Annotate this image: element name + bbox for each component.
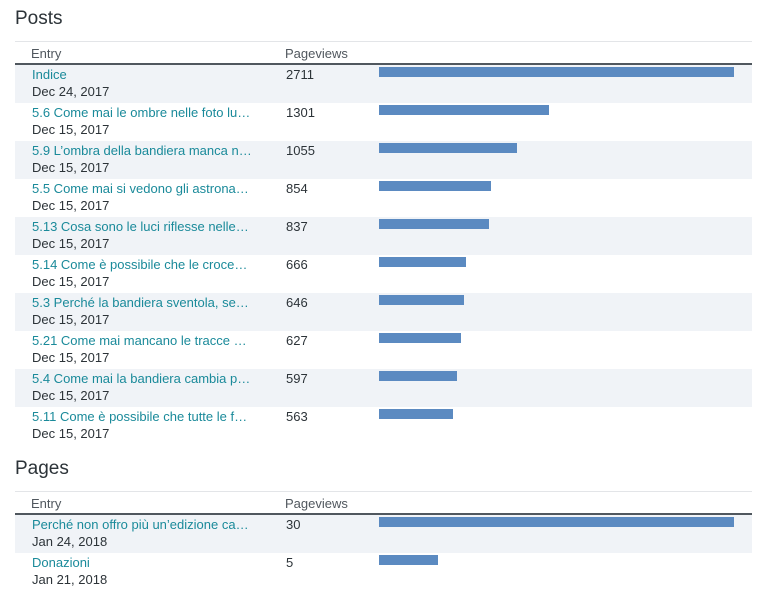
pageview-count: 837: [286, 219, 308, 234]
column-header-pageviews: Pageviews: [285, 46, 348, 61]
pageview-count: 854: [286, 181, 308, 196]
entry-link[interactable]: 5.13 Cosa sono le luci riflesse nelle…: [32, 219, 249, 234]
pageview-count: 5: [286, 555, 294, 570]
table-row: 5.14 Come è possibile che le croce… Dec 1…: [15, 255, 752, 293]
entry-date: Jan 24, 2018: [32, 534, 108, 549]
entry-date: Dec 15, 2017: [32, 122, 110, 137]
table-row: 5.11 Come è possibile che tutte le f… Dec…: [15, 407, 752, 445]
entry-link[interactable]: 5.11 Come è possibile che tutte le f…: [32, 409, 248, 424]
pageview-count: 646: [286, 295, 308, 310]
pageview-bar: [379, 555, 438, 565]
posts-table-header: Entry Pageviews: [15, 41, 752, 65]
pageview-count: 1055: [286, 143, 315, 158]
pageview-bar: [379, 333, 461, 343]
pages-table-body: Perché non offro più un’edizione ca… Jan …: [15, 515, 752, 591]
table-row: 5.9 L’ombra della bandiera manca n… Dec 1…: [15, 141, 752, 179]
table-row: 5.5 Come mai si vedono gli astrona… Dec 1…: [15, 179, 752, 217]
column-header-pageviews: Pageviews: [285, 496, 348, 511]
entry-date: Jan 21, 2018: [32, 572, 108, 587]
entry-date: Dec 24, 2017: [32, 84, 110, 99]
column-header-entry: Entry: [31, 46, 62, 61]
pageview-count: 1301: [286, 105, 315, 120]
table-row: Donazioni Jan 21, 2018 5: [15, 553, 752, 591]
pageview-bar: [379, 409, 453, 419]
posts-table: Entry Pageviews Indice Dec 24, 2017 2711 5.…: [15, 41, 752, 445]
pageview-bar: [379, 219, 489, 229]
entry-date: Dec 15, 2017: [32, 198, 110, 213]
posts-heading: Posts: [15, 8, 63, 29]
entry-link[interactable]: 5.5 Come mai si vedono gli astrona…: [32, 181, 249, 196]
pageview-bar: [379, 181, 491, 191]
posts-table-body: Indice Dec 24, 2017 2711 5.6 Come mai le om…: [15, 65, 752, 445]
pages-table: Entry Pageviews Perché non offro più un’…: [15, 491, 752, 591]
entry-date: Dec 15, 2017: [32, 274, 110, 289]
column-header-entry: Entry: [31, 496, 62, 511]
pageview-bar: [379, 105, 549, 115]
entry-date: Dec 15, 2017: [32, 236, 110, 251]
entry-link[interactable]: 5.14 Come è possibile che le croce…: [32, 257, 248, 272]
entry-date: Dec 15, 2017: [32, 426, 110, 441]
entry-link[interactable]: 5.6 Come mai le ombre nelle foto lu…: [32, 105, 251, 120]
entry-link[interactable]: 5.9 L’ombra della bandiera manca n…: [32, 143, 252, 158]
entry-date: Dec 15, 2017: [32, 312, 110, 327]
table-row: 5.4 Come mai la bandiera cambia p… Dec 15…: [15, 369, 752, 407]
pageview-bar: [379, 67, 734, 77]
pageview-count: 627: [286, 333, 308, 348]
table-row: 5.6 Come mai le ombre nelle foto lu… Dec …: [15, 103, 752, 141]
entry-link[interactable]: Perché non offro più un’edizione ca…: [32, 517, 249, 532]
entry-link[interactable]: 5.21 Come mai mancano le tracce …: [32, 333, 247, 348]
pageview-count: 563: [286, 409, 308, 424]
pageview-bar: [379, 295, 464, 305]
table-row: 5.13 Cosa sono le luci riflesse nelle… De…: [15, 217, 752, 255]
pageview-bar: [379, 371, 457, 381]
pageview-count: 666: [286, 257, 308, 272]
pages-heading: Pages: [15, 458, 69, 479]
pageview-count: 2711: [286, 67, 314, 82]
table-row: Perché non offro più un’edizione ca… Jan …: [15, 515, 752, 553]
entry-date: Dec 15, 2017: [32, 160, 110, 175]
pageview-bar: [379, 517, 734, 527]
entry-link[interactable]: 5.3 Perché la bandiera sventola, se…: [32, 295, 249, 310]
entry-date: Dec 15, 2017: [32, 388, 110, 403]
pageview-bar: [379, 143, 517, 153]
entry-link[interactable]: 5.4 Come mai la bandiera cambia p…: [32, 371, 251, 386]
entry-link[interactable]: Indice: [32, 67, 67, 82]
pageview-count: 597: [286, 371, 308, 386]
entry-link[interactable]: Donazioni: [32, 555, 90, 570]
table-row: 5.21 Come mai mancano le tracce … Dec 15,…: [15, 331, 752, 369]
pageview-bar: [379, 257, 466, 267]
pages-table-header: Entry Pageviews: [15, 491, 752, 515]
table-row: Indice Dec 24, 2017 2711: [15, 65, 752, 103]
pageview-count: 30: [286, 517, 301, 532]
entry-date: Dec 15, 2017: [32, 350, 110, 365]
table-row: 5.3 Perché la bandiera sventola, se… Dec …: [15, 293, 752, 331]
